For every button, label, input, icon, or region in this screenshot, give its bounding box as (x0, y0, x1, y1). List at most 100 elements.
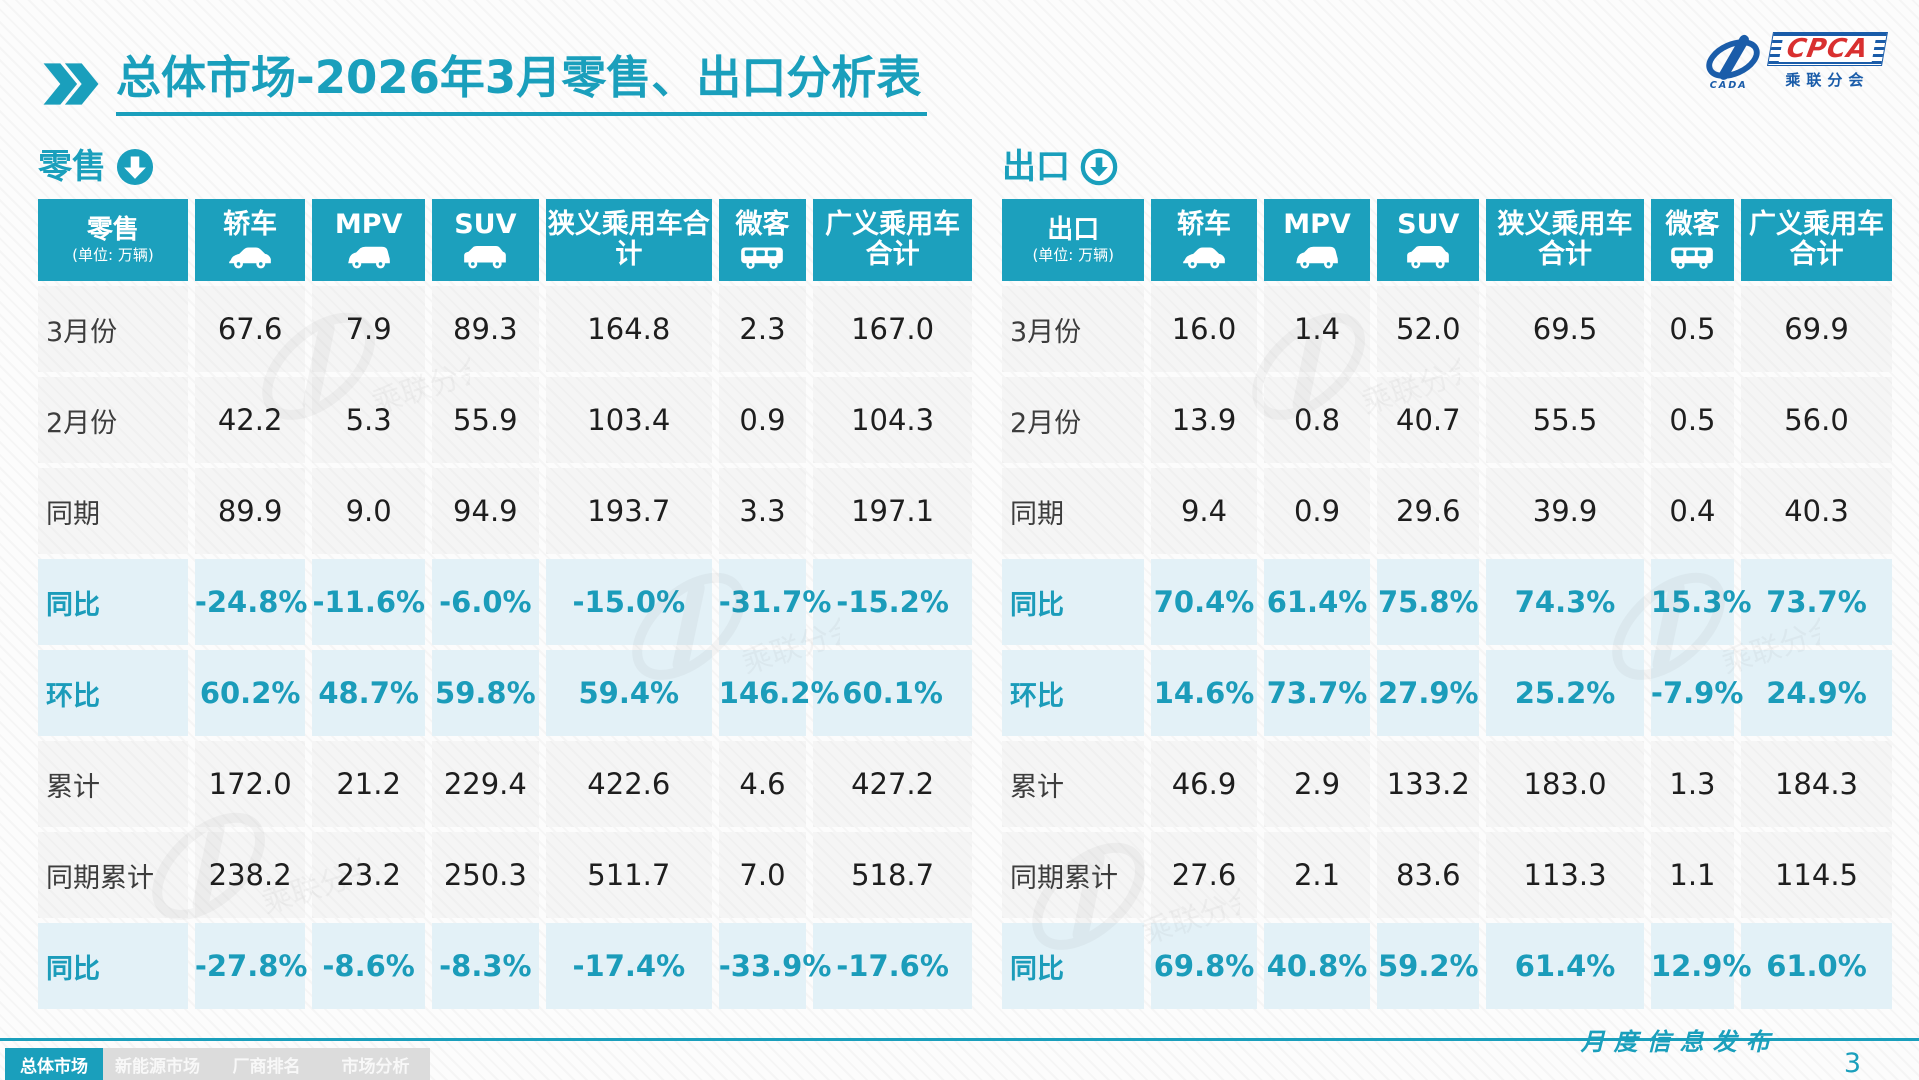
logo-acronym: CPCA (1778, 34, 1877, 64)
value-cell: 167.0 (813, 286, 972, 372)
footer-tab-2[interactable]: 新能源市场 (103, 1048, 212, 1080)
column-header: MPV (312, 199, 425, 281)
row-label: 3月份 (38, 286, 188, 372)
retail-section: 零售 零售 (单位: 万辆) 轿车 MPV SUV 狭义乘用车合计 微客 广义乘用车合计 3月份… (38, 146, 986, 1014)
column-header: 轿车 (194, 199, 306, 281)
value-cell: 3.3 (718, 468, 807, 554)
column-header-label: MPV (334, 209, 403, 241)
value-cell: 23.2 (312, 832, 425, 918)
table-row: 环比 14.6% 73.7% 27.9% 25.2% -7.9% 24.9% (1002, 650, 1892, 736)
value-cell: 69.5 (1486, 286, 1644, 372)
value-cell: -27.8% (194, 923, 308, 1009)
row-label: 累计 (38, 741, 188, 827)
value-cell: 74.3% (1486, 559, 1644, 645)
value-cell: 0.5 (1650, 377, 1734, 463)
value-cell: 14.6% (1151, 650, 1257, 736)
value-cell: 73.7% (1741, 559, 1892, 645)
column-header: 广义乘用车合计 (1741, 199, 1892, 281)
value-cell: 2.3 (718, 286, 807, 372)
mpv-car-icon (312, 245, 424, 270)
table-corner-header: 出口 (单位: 万辆) (1002, 199, 1145, 281)
value-cell: 7.0 (718, 832, 807, 918)
value-cell: 27.6 (1151, 832, 1257, 918)
export-data-table: 出口 (单位: 万辆) 轿车 MPV SUV 狭义乘用车合计 微客 广义乘用车合计 3月份 16.… (995, 194, 1899, 1014)
value-cell: 229.4 (431, 741, 539, 827)
footer-tab-1[interactable]: 总体市场 (5, 1048, 103, 1080)
column-header: SUV (1377, 199, 1480, 281)
row-label: 环比 (38, 650, 188, 736)
footer-divider-line (0, 1038, 1919, 1041)
value-cell: 0.9 (718, 377, 807, 463)
table-row: 同比 -24.8% -11.6% -6.0% -15.0% -31.7% -15.2% (38, 559, 972, 645)
value-cell: 67.6 (194, 286, 306, 372)
suv-car-icon (1377, 245, 1479, 270)
value-cell: 422.6 (545, 741, 712, 827)
suv-car-icon (432, 245, 539, 270)
value-cell: 0.5 (1650, 286, 1734, 372)
table-row: 累计 46.9 2.9 133.2 183.0 1.3 184.3 (1002, 741, 1892, 827)
row-label: 同期 (38, 468, 188, 554)
value-cell: 5.3 (312, 377, 425, 463)
value-cell: 73.7% (1263, 650, 1371, 736)
value-cell: 39.9 (1486, 468, 1644, 554)
sedan-car-icon (195, 245, 306, 270)
row-label: 同期累计 (1002, 832, 1145, 918)
value-cell: 1.1 (1650, 832, 1734, 918)
column-header-label: SUV (1397, 209, 1460, 241)
page-header: 总体市场-2026年3月零售、出口分析表 (42, 51, 928, 116)
value-cell: -17.4% (545, 923, 712, 1009)
row-label: 同比 (1002, 923, 1145, 1009)
export-section-title: 出口 (1002, 147, 1070, 187)
value-cell: 60.1% (813, 650, 972, 736)
table-row: 同比 69.8% 40.8% 59.2% 61.4% 12.9% 61.0% (1002, 923, 1892, 1009)
footer-nav-tabs: 总体市场 新能源市场 厂商排名 市场分析 (5, 1048, 430, 1080)
export-section: 出口 出口 (单位: 万辆) 轿车 MPV SUV 狭义乘用车合计 微客 广义乘用车合计 3月份… (1002, 146, 1906, 1014)
value-cell: 2.1 (1263, 832, 1371, 918)
publication-label: 月度信息发布 (1580, 1027, 1779, 1056)
cada-swoosh-icon: CADA (1705, 34, 1760, 91)
value-cell: 52.0 (1377, 286, 1480, 372)
column-header-label: SUV (454, 209, 517, 241)
value-cell: 59.4% (545, 650, 712, 736)
value-cell: 21.2 (312, 741, 425, 827)
table-row: 2月份 42.2 5.3 55.9 103.4 0.9 104.3 (38, 377, 972, 463)
value-cell: 0.9 (1263, 468, 1371, 554)
value-cell: 197.1 (813, 468, 972, 554)
column-header-label: 广义乘用车合计 (1749, 208, 1884, 270)
value-cell: -7.9% (1650, 650, 1743, 736)
value-cell: 29.6 (1377, 468, 1480, 554)
value-cell: -17.6% (813, 923, 972, 1009)
page-title-main: 总体市场 (116, 51, 297, 104)
arrow-down-circle-filled-icon (116, 148, 154, 186)
column-header-label: 轿车 (1177, 209, 1232, 241)
column-header-label: 轿车 (223, 209, 278, 241)
column-header: 微客 (1650, 199, 1734, 281)
value-cell: 40.8% (1263, 923, 1371, 1009)
value-cell: 114.5 (1741, 832, 1892, 918)
value-cell: 184.3 (1741, 741, 1892, 827)
cpca-logo: CADA CPCA 乘联分会 (1702, 30, 1888, 92)
value-cell: 9.4 (1151, 468, 1257, 554)
retail-section-header: 零售 (38, 146, 986, 188)
table-row: 3月份 16.0 1.4 52.0 69.5 0.5 69.9 (1002, 286, 1892, 372)
row-label: 同比 (1002, 559, 1145, 645)
logo-cn-name: 乘联分会 (1785, 71, 1870, 89)
value-cell: 7.9 (312, 286, 425, 372)
footer-tab-4[interactable]: 市场分析 (321, 1048, 430, 1080)
value-cell: 12.9% (1650, 923, 1752, 1009)
value-cell: 104.3 (813, 377, 972, 463)
value-cell: 59.2% (1377, 923, 1480, 1009)
export-table-container: 出口 (单位: 万辆) 轿车 MPV SUV 狭义乘用车合计 微客 广义乘用车合计 3月份 16.… (1002, 194, 1906, 1014)
export-section-header: 出口 (1002, 146, 1906, 188)
value-cell: 0.8 (1263, 377, 1371, 463)
value-cell: 2.9 (1263, 741, 1371, 827)
retail-section-title: 零售 (38, 147, 106, 187)
value-cell: -15.2% (813, 559, 972, 645)
table-row: 累计 172.0 21.2 229.4 422.6 4.6 427.2 (38, 741, 972, 827)
value-cell: -11.6% (312, 559, 425, 645)
page-title: 总体市场-2026年3月零售、出口分析表 (116, 51, 928, 116)
value-cell: 25.2% (1486, 650, 1644, 736)
value-cell: 59.8% (431, 650, 539, 736)
footer-tab-3[interactable]: 厂商排名 (212, 1048, 321, 1080)
table-row: 同比 -27.8% -8.6% -8.3% -17.4% -33.9% -17.6% (38, 923, 972, 1009)
